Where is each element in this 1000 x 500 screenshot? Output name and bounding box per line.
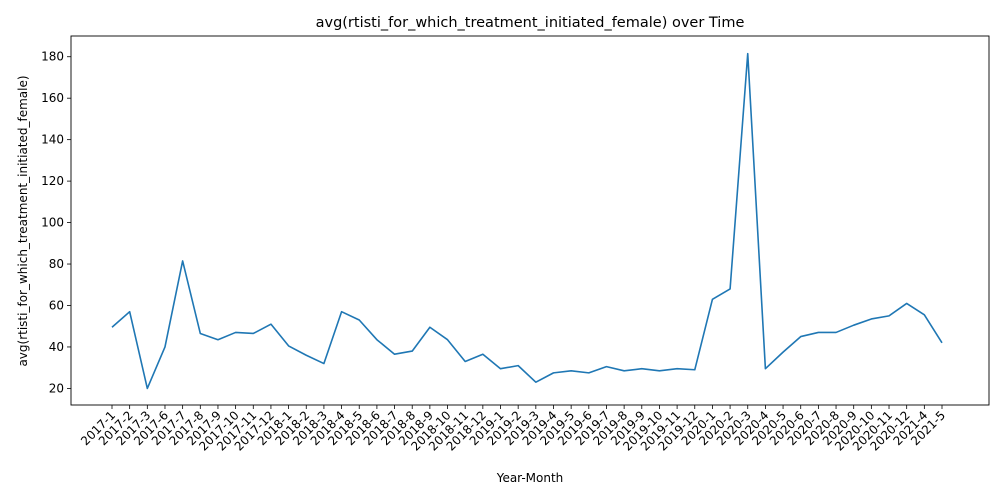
plot-frame bbox=[70, 35, 990, 406]
y-tick-label: 120 bbox=[41, 174, 64, 188]
y-tick-label: 180 bbox=[41, 50, 64, 64]
y-tick-label: 20 bbox=[49, 381, 64, 395]
y-tick-label: 160 bbox=[41, 91, 64, 105]
y-tick-label: 60 bbox=[49, 298, 64, 312]
y-axis-title: avg(rtisti_for_which_treatment_initiated… bbox=[16, 75, 30, 366]
y-tick-label: 140 bbox=[41, 133, 64, 147]
y-tick-label: 40 bbox=[49, 340, 64, 354]
y-tick-label: 80 bbox=[49, 257, 64, 271]
chart-title: avg(rtisti_for_which_treatment_initiated… bbox=[316, 15, 745, 31]
y-tick-label: 100 bbox=[41, 216, 64, 230]
x-axis-title: Year-Month bbox=[496, 471, 564, 485]
series-line bbox=[111, 52, 943, 390]
plot-area: 204060801001201401601802017-12017-22017-… bbox=[41, 50, 948, 454]
